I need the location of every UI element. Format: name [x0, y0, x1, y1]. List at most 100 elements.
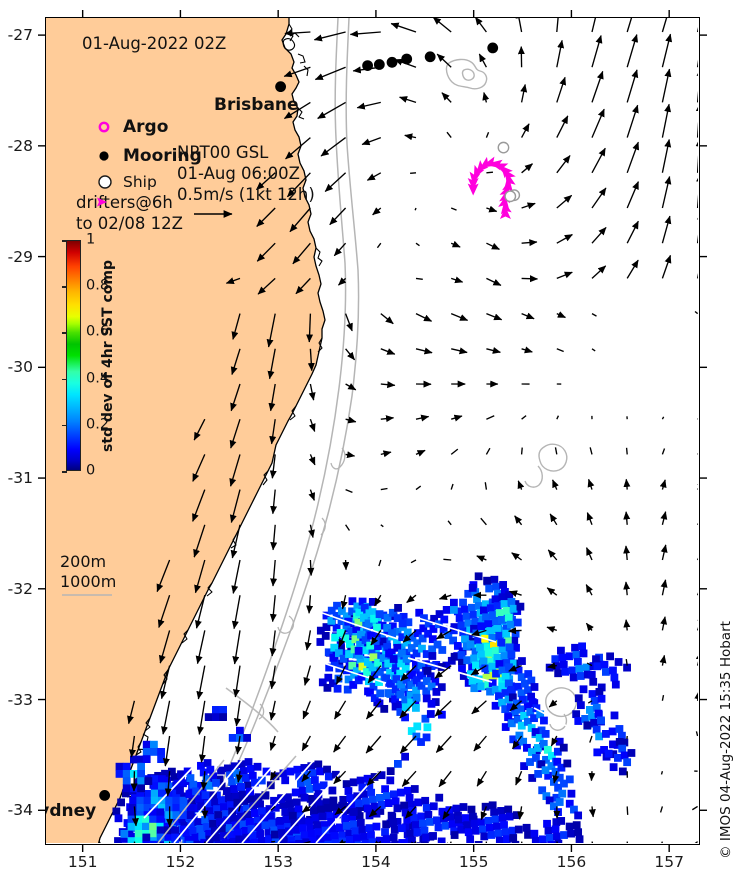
current-vector — [284, 29, 311, 37]
sst-cell — [188, 797, 197, 806]
sst-cell — [528, 698, 537, 706]
sst-cell — [609, 750, 618, 759]
sst-cell — [334, 649, 343, 658]
sst-cell — [329, 653, 338, 662]
sst-cell — [535, 734, 544, 742]
sst-cell — [393, 643, 402, 652]
sst-cell — [565, 652, 574, 661]
sst-cell — [422, 677, 431, 685]
current-vector — [520, 83, 528, 103]
mooring-marker — [487, 42, 499, 54]
sst-cell — [288, 811, 297, 820]
sst-cell — [324, 840, 333, 843]
current-vector — [200, 771, 208, 791]
sst-cell — [470, 654, 479, 663]
sst-cell — [531, 836, 540, 843]
sst-cell — [427, 682, 436, 691]
ship-marker — [504, 190, 517, 203]
current-vector — [269, 595, 277, 623]
sst-cell — [326, 812, 334, 821]
sst-cell — [388, 629, 396, 638]
sst-cell — [271, 830, 279, 839]
sst-cell — [315, 800, 324, 808]
sst-cell — [389, 833, 398, 842]
current-vector — [270, 559, 278, 587]
sst-cell — [418, 644, 426, 653]
sst-cell — [545, 796, 554, 805]
sst-cell — [493, 822, 501, 831]
sst-cell — [542, 792, 551, 801]
current-vector — [586, 512, 594, 526]
sst-cell — [279, 769, 288, 778]
current-vector — [415, 414, 430, 422]
sst-cell — [397, 659, 405, 668]
sst-cell — [542, 755, 550, 764]
sst-cell — [528, 774, 537, 782]
sst-cell — [505, 643, 514, 652]
current-vector — [368, 805, 382, 818]
sst-cell — [310, 807, 318, 815]
sst-cell — [308, 801, 317, 810]
sst-cell — [336, 628, 345, 637]
current-vector — [404, 133, 417, 141]
sst-cell — [498, 593, 507, 602]
sst-cell — [422, 803, 431, 812]
sst-cell — [391, 668, 399, 677]
sst-cell — [391, 702, 400, 711]
sst-cell — [114, 837, 122, 843]
sst-cell — [177, 770, 185, 779]
sst-cell — [367, 646, 376, 655]
sst-cell — [498, 677, 507, 685]
sst-cell — [338, 607, 346, 615]
sst-cell — [176, 786, 184, 795]
sst-cell — [488, 662, 497, 671]
sst-cell — [417, 661, 426, 670]
current-vector — [591, 313, 597, 317]
colorbar[interactable]: 0 0.2 0.4 0.6 0.8 1 — [62, 232, 109, 479]
sst-cell — [237, 812, 245, 821]
current-vector — [345, 348, 356, 361]
sst-cell — [158, 796, 166, 805]
sst-cell — [360, 603, 369, 612]
sst-cell — [156, 826, 165, 835]
current-vector — [547, 549, 558, 561]
sst-cell — [389, 790, 398, 799]
current-vector — [269, 454, 277, 479]
current-vector — [285, 137, 311, 160]
map-plot-area[interactable]: 01-Aug-2022 02Z Brisbane Sydney Argo Moo… — [45, 17, 700, 845]
sst-cell — [330, 643, 339, 652]
sst-cell — [473, 595, 481, 603]
current-vector — [521, 239, 538, 247]
current-vector — [157, 594, 171, 628]
current-vector — [235, 771, 243, 783]
current-vector — [400, 665, 417, 682]
sst-cell — [220, 803, 228, 812]
satellite-swath-lines-grey — [157, 687, 297, 843]
sst-cell — [282, 816, 291, 824]
sst-cell — [365, 824, 374, 833]
sst-cell — [230, 814, 238, 823]
current-vector — [694, 310, 698, 315]
current-vector — [556, 233, 573, 244]
sst-cell — [408, 836, 416, 843]
sst-cell — [393, 614, 402, 622]
sst-cell — [514, 682, 523, 691]
map-canvas — [46, 18, 698, 843]
sst-cell — [134, 830, 143, 838]
sst-cell — [517, 721, 526, 730]
sst-cell — [257, 807, 266, 816]
colorbar-tick — [62, 378, 67, 381]
sst-cell — [323, 833, 332, 842]
sst-cell — [122, 777, 131, 785]
sst-cell — [457, 651, 466, 659]
sst-cell — [406, 691, 415, 700]
current-vector — [303, 665, 312, 686]
sst-cell — [524, 830, 532, 839]
sst-cell — [348, 801, 356, 809]
current-vector — [486, 347, 501, 354]
sst-cell — [487, 831, 496, 839]
sst-cell — [407, 698, 416, 707]
current-vector — [659, 806, 664, 813]
sst-cell — [512, 643, 520, 652]
sst-cell — [470, 819, 479, 828]
